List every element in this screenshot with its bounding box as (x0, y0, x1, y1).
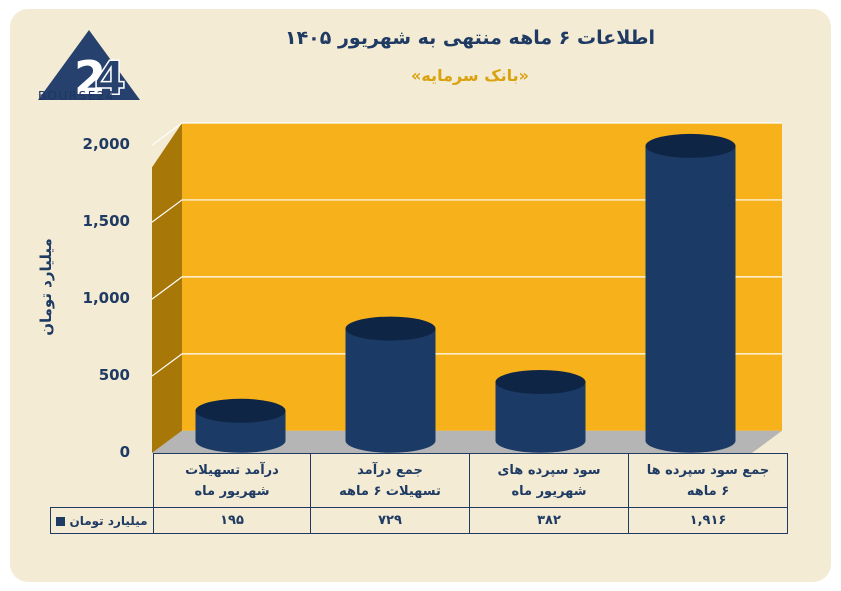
chart-subtitle: «بانک سرمایه» (411, 66, 529, 85)
value-label-3: ۳۸۲ (469, 507, 629, 534)
svg-text:4: 4 (94, 51, 126, 105)
24-logo-icon: 2 4 (38, 30, 140, 106)
gridline (151, 353, 782, 377)
y-tick-label: 1,500 (82, 212, 130, 231)
value-label-1: ۱۹۵ (153, 507, 311, 534)
table-corner (50, 453, 154, 508)
bar-3 (495, 382, 586, 453)
data-table: درآمد تسهیلات شهریور ماه جمع درآمد تسهیلات… (50, 453, 788, 534)
bar-top-2 (345, 316, 436, 341)
gridline (151, 199, 782, 223)
plot-floor (152, 430, 782, 453)
category-label-4: جمع سود سپرده ها ۶ ماهه (628, 453, 788, 508)
gridline (151, 122, 782, 146)
y-tick-label: 1,000 (82, 289, 130, 308)
category-label-1: درآمد تسهیلات شهریور ماه (153, 453, 311, 508)
bar-4 (645, 145, 736, 453)
bar-1 (195, 410, 286, 453)
chart-title: اطلاعات ۶ ماهه منتهی به شهریور ۱۴۰۵ (284, 27, 656, 49)
logo-text: BOURSE24 (38, 89, 116, 103)
bar-2 (345, 328, 436, 453)
legend-entry: میلیارد تومان (50, 507, 154, 534)
category-label-2: جمع درآمد تسهیلات ۶ ماهه (310, 453, 470, 508)
svg-text:2: 2 (74, 51, 106, 105)
y-tick-label: 0 (119, 443, 130, 461)
bar-top-4 (645, 133, 736, 158)
y-tick-label: 2,000 (82, 135, 130, 154)
category-label-3: سود سپرده های شهریور ماه (469, 453, 629, 508)
value-label-2: ۷۲۹ (310, 507, 470, 534)
bar-top-1 (195, 398, 286, 423)
legend-swatch (56, 516, 66, 526)
y-tick-label: 500 (98, 366, 130, 385)
gridline (151, 276, 782, 300)
bar-top-3 (495, 370, 586, 395)
value-label-4: ۱,۹۱۶ (628, 507, 788, 534)
